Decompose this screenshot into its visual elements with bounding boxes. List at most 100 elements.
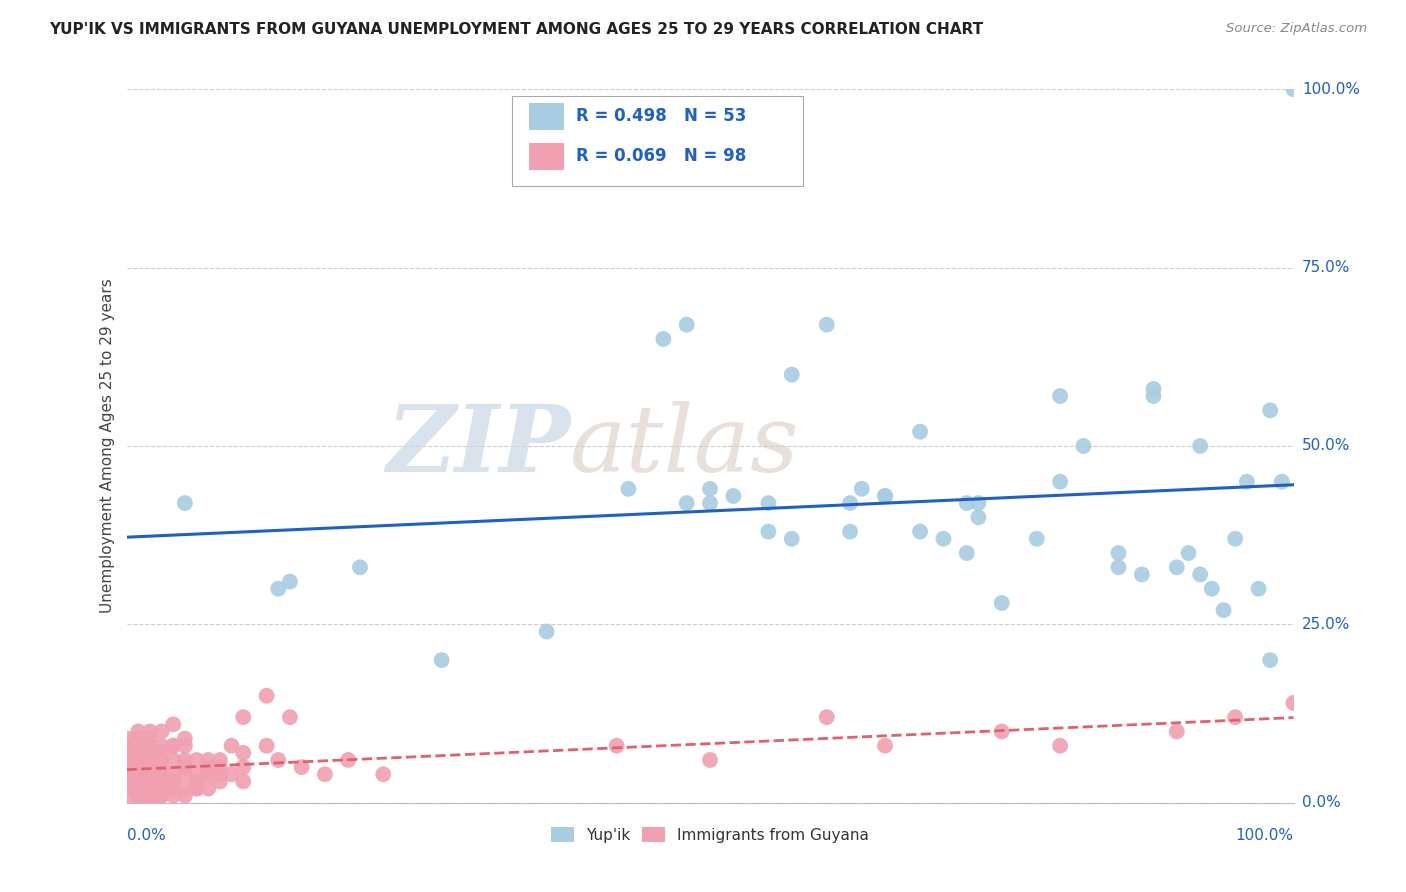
Point (967, 510, 990, 524)
Point (1166, 724, 1188, 739)
Text: Source: ZipAtlas.com: Source: ZipAtlas.com (1226, 22, 1367, 36)
Point (139, 760, 162, 774)
Point (221, 767, 243, 781)
Point (278, 574, 301, 589)
Point (723, 489, 745, 503)
Point (1049, 389, 1071, 403)
Point (115, 739, 138, 753)
Point (115, 753, 138, 767)
Point (127, 739, 149, 753)
Point (127, 731, 149, 746)
Point (1142, 389, 1164, 403)
Text: 100.0%: 100.0% (1302, 82, 1360, 96)
Point (1236, 475, 1258, 489)
Point (162, 789, 184, 803)
Point (1130, 567, 1153, 582)
Text: 25.0%: 25.0% (1302, 617, 1350, 632)
Point (139, 796, 162, 810)
Point (197, 753, 219, 767)
Point (851, 482, 873, 496)
Point (208, 760, 231, 774)
Point (115, 760, 138, 774)
Point (139, 781, 162, 796)
Point (127, 760, 149, 774)
Point (150, 746, 173, 760)
Point (208, 767, 231, 781)
Point (1142, 382, 1164, 396)
Point (337, 753, 360, 767)
Text: YUP'IK VS IMMIGRANTS FROM GUYANA UNEMPLOYMENT AMONG AGES 25 TO 29 YEARS CORRELAT: YUP'IK VS IMMIGRANTS FROM GUYANA UNEMPLO… (49, 22, 983, 37)
Point (780, 532, 803, 546)
Point (197, 767, 219, 781)
Point (221, 739, 243, 753)
Point (1271, 475, 1294, 489)
Point (875, 489, 897, 503)
Point (990, 724, 1012, 739)
Point (1247, 582, 1270, 596)
Point (1282, 696, 1305, 710)
Point (162, 781, 184, 796)
Text: 75.0%: 75.0% (1302, 260, 1350, 275)
Point (267, 582, 290, 596)
Point (197, 781, 219, 796)
Point (1177, 546, 1199, 560)
Bar (529, 103, 564, 130)
Point (186, 781, 208, 796)
Point (174, 496, 197, 510)
Point (373, 767, 395, 781)
Point (1212, 603, 1234, 617)
Point (780, 368, 803, 382)
Point (617, 482, 640, 496)
Point (174, 731, 197, 746)
Point (115, 746, 138, 760)
Point (314, 767, 336, 781)
Point (186, 753, 208, 767)
Point (908, 524, 931, 539)
FancyBboxPatch shape (512, 96, 803, 186)
Bar (529, 143, 564, 169)
Point (150, 767, 173, 781)
Point (908, 425, 931, 439)
Point (1258, 403, 1281, 417)
Point (139, 746, 162, 760)
Point (756, 524, 779, 539)
Point (1282, 82, 1305, 96)
Point (699, 496, 721, 510)
Point (139, 724, 162, 739)
Point (150, 739, 173, 753)
Point (1166, 560, 1188, 574)
Point (115, 767, 138, 781)
Point (139, 774, 162, 789)
Point (150, 724, 173, 739)
Text: 50.0%: 50.0% (1302, 439, 1350, 453)
Point (197, 760, 219, 774)
Point (232, 746, 254, 760)
Point (115, 731, 138, 746)
Point (990, 596, 1012, 610)
Point (956, 496, 979, 510)
Point (162, 767, 184, 781)
Point (150, 760, 173, 774)
Point (675, 496, 697, 510)
Point (127, 789, 149, 803)
Point (115, 774, 138, 789)
Point (1108, 546, 1130, 560)
Point (150, 789, 173, 803)
Point (1049, 475, 1071, 489)
Point (174, 753, 197, 767)
Point (875, 739, 897, 753)
Point (278, 710, 301, 724)
Point (150, 753, 173, 767)
Point (127, 753, 149, 767)
Text: 0.0%: 0.0% (1302, 796, 1340, 810)
Point (139, 731, 162, 746)
Point (1258, 653, 1281, 667)
Point (675, 318, 697, 332)
Point (815, 710, 838, 724)
Text: ZIP: ZIP (385, 401, 569, 491)
Point (127, 796, 149, 810)
Point (174, 739, 197, 753)
Point (932, 532, 955, 546)
Point (232, 774, 254, 789)
Legend: Yup'ik, Immigrants from Guyana: Yup'ik, Immigrants from Guyana (544, 821, 876, 848)
